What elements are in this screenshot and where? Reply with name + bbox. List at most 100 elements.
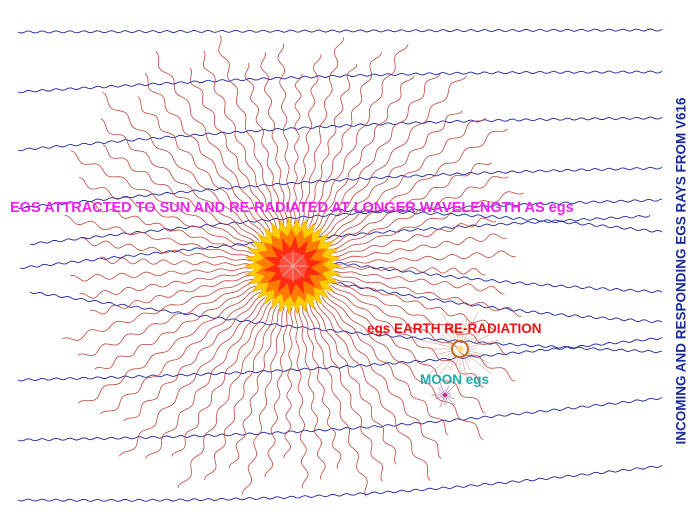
sun-ray [137,96,265,236]
sun-ray [294,307,309,489]
sun-ray [260,52,288,225]
earth-ray [441,333,455,345]
side-title: INCOMING AND RESPONDING EGS RAYS FROM V6… [673,97,689,445]
incoming-ray [17,28,663,34]
incoming-ray [17,337,663,382]
sun-ray [171,301,272,457]
sun-ray [318,298,442,459]
earth-ray [442,312,458,343]
earth-ray [439,323,456,344]
sun-rays-group [62,35,524,497]
sun-ray [78,288,259,404]
sun-ray [312,302,397,465]
incoming-ray [29,291,663,354]
earth-ray [436,350,454,355]
sun-ray [302,306,342,470]
sun-ray [100,291,261,415]
moon-ray [439,394,446,409]
incoming-ray [17,465,663,502]
incoming-ray [17,70,663,94]
sun-ray [329,162,492,247]
sun-ray [333,274,522,317]
sun-ray [204,304,278,481]
sun-ray [228,306,282,469]
sun-ray [321,296,449,436]
sun-ray [333,217,497,257]
earth-ray [466,334,489,347]
sun-ray [177,303,275,489]
sun-ray [203,50,277,228]
sun-ray [81,237,252,262]
sun-ray [145,299,269,459]
incoming-ray [19,215,651,270]
sun-ray [264,307,289,478]
earth-group [420,312,500,389]
incoming-ray [17,397,663,442]
sun-ray [326,290,486,414]
moon-ray [444,394,456,406]
moon-core [443,393,447,397]
sun-ray [100,256,252,266]
sun-ray [79,271,252,299]
moon-group [431,381,456,409]
sun-ray [331,176,509,250]
earth-ray [466,350,484,355]
earth-ray [461,355,468,381]
sun-ray [323,293,484,441]
sun-ray [283,307,293,459]
sun-ray [327,128,508,244]
sun-ray [320,75,468,236]
earth-ray [466,351,489,364]
sun-ray [330,284,516,382]
sun-ray [297,54,322,225]
sun-ray [315,300,431,481]
sun-ray [314,75,415,231]
sun-ray [123,294,263,422]
sun-ray [70,267,252,282]
sun-spike [281,265,294,278]
sun-ray [331,281,508,355]
sun-ray [334,270,505,295]
earth-ray [461,317,468,343]
sun-ray [189,67,274,230]
earth-ray [439,354,456,375]
sun-ray [100,118,260,242]
sun-ray [64,215,253,258]
sun-ray [305,305,368,497]
sun-ray [311,43,409,229]
sun-ray [301,37,344,226]
sun-ray [155,51,271,232]
sun-ray [90,201,253,255]
sun-ray [242,306,285,495]
sun-spike [281,254,294,267]
sun-ray [244,62,284,226]
sun-ray [218,35,281,227]
earth-ray [420,339,454,348]
sun-ray [298,307,326,480]
sun-ray [78,177,255,251]
sun-ray [317,73,441,233]
incoming-ray [17,116,663,152]
sun-spike [292,265,305,278]
incoming-ray [329,261,663,293]
earth-ray [428,353,455,375]
earth-ray [462,312,478,343]
sun-ray [77,282,255,356]
earth-core [456,345,464,353]
earth-ray [465,353,492,375]
sun-ray [334,266,486,276]
sun-ray [332,191,524,254]
sun-ray [334,250,516,265]
moon-ray [439,381,446,396]
earth-ray [466,339,500,348]
sun-ray [62,278,254,341]
sun-ray [308,51,382,228]
earth-ray [465,333,479,345]
sun-ray [277,43,292,225]
sun-ray [333,277,496,331]
incoming-ray [29,198,663,246]
sun-ray [89,275,253,315]
sun-ray [144,73,268,234]
earth-ray [449,355,458,371]
